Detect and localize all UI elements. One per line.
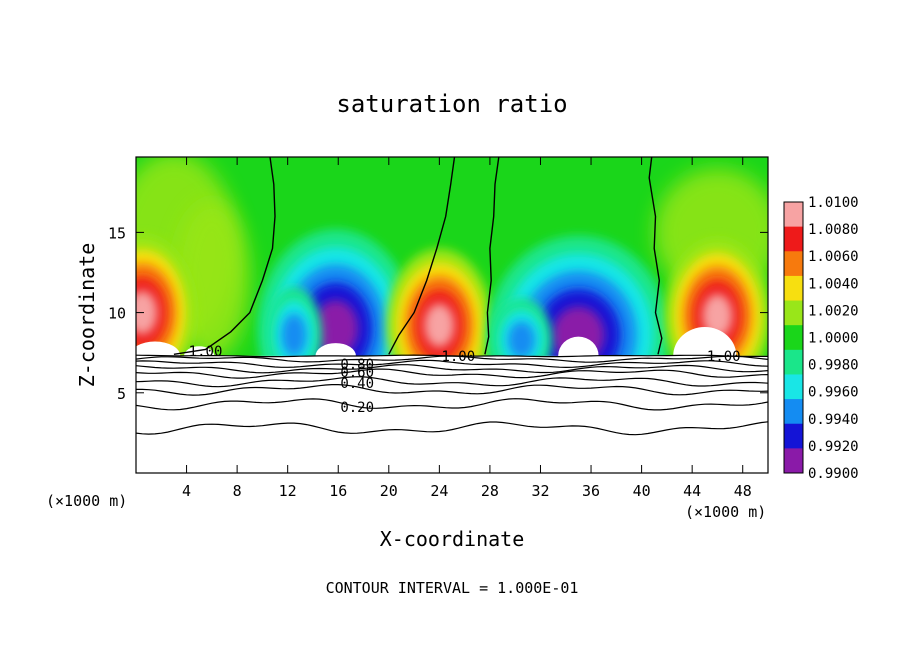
field-contour-fill <box>313 300 359 358</box>
field-contour-fill <box>281 313 307 357</box>
contour-label: 1.00 <box>707 349 741 365</box>
colorbar-label: 0.9900 <box>808 466 859 482</box>
contour-line-1.00 <box>648 157 663 355</box>
contour-line-1.00 <box>136 354 768 358</box>
colorbar-swatch <box>784 423 803 449</box>
x-tick-label: 8 <box>233 482 242 500</box>
x-axis-label: X-coordinate <box>380 527 525 551</box>
colorbar-label: 1.0000 <box>808 331 859 347</box>
colorbar-label: 0.9940 <box>808 412 859 428</box>
x-tick-label: 20 <box>380 482 398 500</box>
colorbar-label: 0.9920 <box>808 439 859 455</box>
colorbar-label: 1.0040 <box>808 276 859 292</box>
field-contour-fill <box>424 303 455 348</box>
x-unit-right: (×1000 m) <box>685 503 766 521</box>
contour-interval-note: CONTOUR INTERVAL = 1.000E-01 <box>326 579 579 597</box>
y-axis-ticks: 5 10 15 <box>108 224 768 403</box>
colorbar-swatch <box>784 399 803 425</box>
contour-label: 0.20 <box>340 400 374 416</box>
x-tick-label: 16 <box>329 482 347 500</box>
contour-line-1.00 <box>173 157 276 355</box>
contour-label: 0.60 <box>340 365 374 381</box>
x-axis-ticks: 4 8 12 16 20 24 28 32 36 40 44 48 <box>182 157 752 500</box>
contour-line <box>136 421 768 436</box>
colorbar-swatch <box>784 226 803 252</box>
colorbar-swatch <box>784 275 803 302</box>
contour-labels: 1.00 1.00 1.00 0.800.600.40 0.20 <box>189 344 741 416</box>
contour-line <box>136 398 768 411</box>
plot-frame <box>135 156 769 474</box>
colorbar-label: 0.9980 <box>808 358 859 374</box>
colorbar-swatch <box>784 251 803 277</box>
y-tick-label: 10 <box>108 305 126 323</box>
contour-line <box>136 376 768 388</box>
contour-line-1.00 <box>388 157 456 355</box>
colorbar-swatch <box>784 349 803 375</box>
contour-line-1.00 <box>484 157 500 355</box>
contour-label: 1.00 <box>441 349 475 365</box>
x-tick-label: 28 <box>481 482 499 500</box>
y-axis-label: Z-coordinate <box>75 243 99 388</box>
plot-area: 1.00 1.00 1.00 0.800.600.40 0.20 <box>136 157 768 473</box>
colorbar-swatch <box>784 325 803 351</box>
field-contour-fill <box>136 290 158 335</box>
field-contour-fill <box>702 293 733 338</box>
contour-lines <box>136 157 768 436</box>
cloud-base-bump <box>673 327 737 385</box>
contour-line <box>136 368 768 379</box>
contour-line <box>136 364 768 374</box>
x-tick-label: 40 <box>633 482 651 500</box>
contour-line <box>136 359 768 369</box>
x-tick-label: 4 <box>182 482 191 500</box>
chart-title: saturation ratio <box>336 90 567 118</box>
x-tick-label: 32 <box>531 482 549 500</box>
contour-label: 1.00 <box>189 344 223 360</box>
x-tick-label: 12 <box>279 482 297 500</box>
colorbar-label: 1.0100 <box>808 195 859 211</box>
colorbar-label: 1.0020 <box>808 303 859 319</box>
x-tick-label: 44 <box>683 482 701 500</box>
field-contour-fill <box>508 321 536 359</box>
colorbar-frame <box>783 201 804 474</box>
colorbar-swatch <box>784 202 803 228</box>
saturation-field <box>136 157 768 473</box>
colorbar-label: 1.0080 <box>808 222 859 238</box>
contour-label: 0.40 <box>340 376 374 392</box>
contour-label: 0.80 <box>340 357 374 373</box>
colorbar-label: 1.0060 <box>808 249 859 265</box>
y-tick-label: 5 <box>117 385 126 403</box>
x-tick-label: 48 <box>734 482 752 500</box>
subcloud-layer <box>136 355 768 473</box>
contour-line <box>136 384 768 396</box>
colorbar-label: 0.9960 <box>808 385 859 401</box>
colorbar-swatch <box>784 448 803 474</box>
colorbar: 1.0100 1.0080 1.0060 1.0040 1.0020 1.0000 0.99… <box>783 195 859 482</box>
x-tick-label: 36 <box>582 482 600 500</box>
colorbar-swatch <box>784 374 803 400</box>
x-unit-left: (×1000 m) <box>46 492 127 510</box>
colorbar-swatch <box>784 300 803 326</box>
y-tick-label: 15 <box>108 224 126 242</box>
x-tick-label: 24 <box>430 482 448 500</box>
